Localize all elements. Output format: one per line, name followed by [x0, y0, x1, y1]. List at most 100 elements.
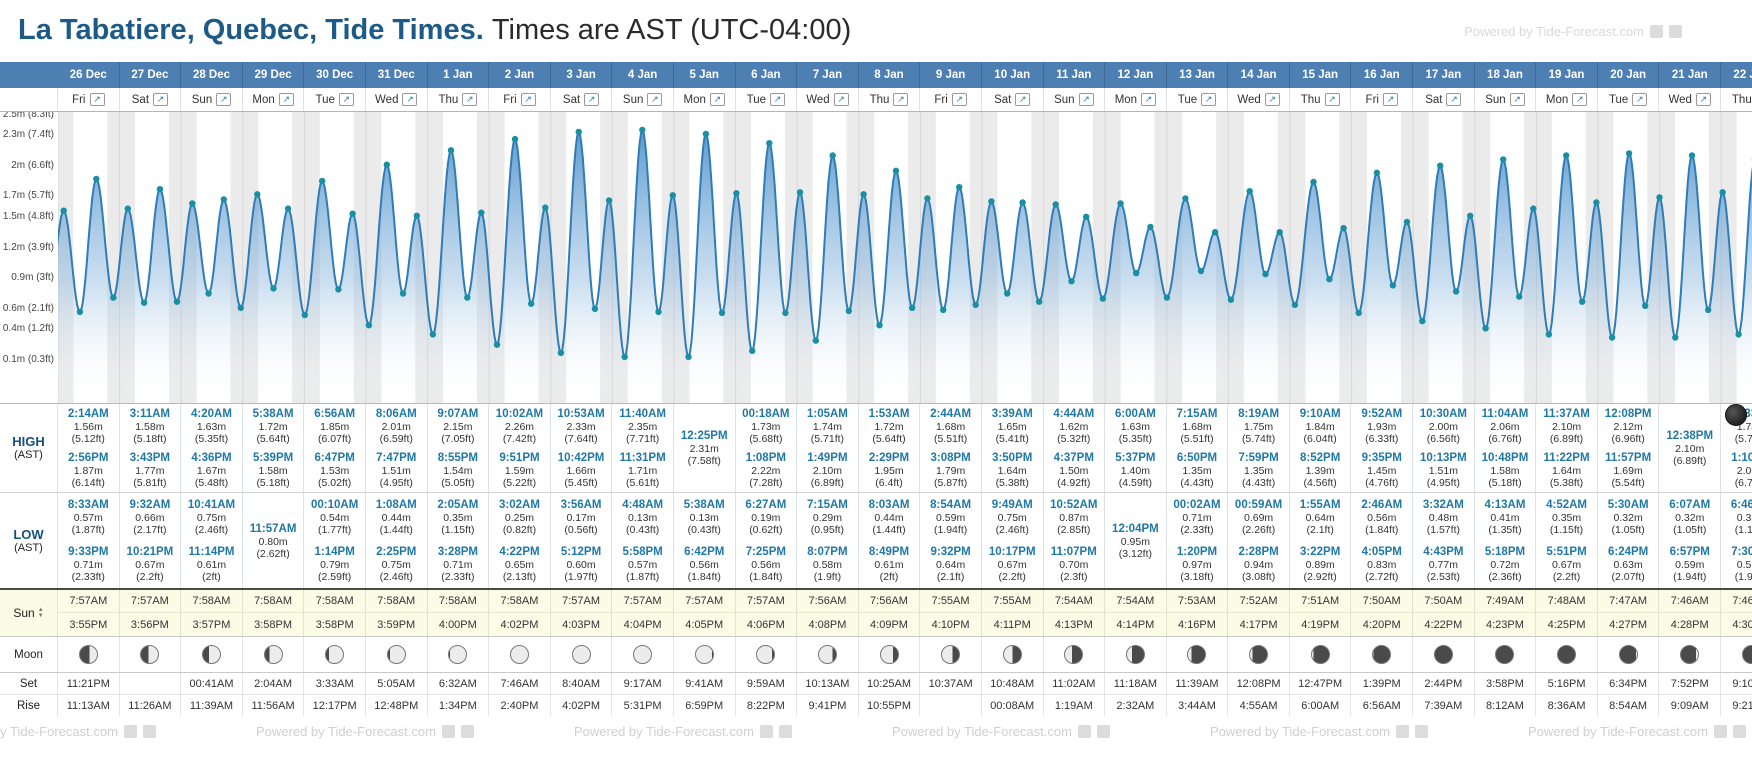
weekday-cell[interactable]: Thu↗ — [1290, 88, 1352, 111]
date-header-cell[interactable]: 11 Jan — [1044, 62, 1106, 88]
date-header-cell[interactable]: 5 Jan — [674, 62, 736, 88]
date-header-cell[interactable]: 29 Dec — [243, 62, 305, 88]
expand-day-icon[interactable]: ↗ — [402, 93, 418, 106]
date-header-cell[interactable]: 21 Jan — [1659, 62, 1722, 88]
expand-day-icon[interactable]: ↗ — [1632, 93, 1648, 106]
weekday-cell[interactable]: Sun ↗ — [1475, 88, 1537, 111]
tide-time: 4:13AM — [1484, 498, 1526, 511]
weekday-cell[interactable]: Sat ↗ — [551, 88, 613, 111]
expand-day-icon[interactable]: ↗ — [770, 93, 786, 106]
date-header-cell[interactable]: 17 Jan — [1413, 62, 1475, 88]
weekday-cell[interactable]: Thu↗ — [428, 88, 490, 111]
date-header-cell[interactable]: 6 Jan — [736, 62, 798, 88]
date-header-cell[interactable]: 4 Jan — [612, 62, 674, 88]
tide-entry: 1:49PM 2.10m (6.89ft) — [797, 448, 858, 492]
date-header-cell[interactable]: 26 Dec — [58, 62, 120, 88]
tide-time: 10:21PM — [126, 546, 174, 559]
date-header-cell[interactable]: 20 Jan — [1598, 62, 1660, 88]
expand-day-icon[interactable]: ↗ — [1015, 93, 1031, 106]
weekday-cell[interactable]: Fri ↗ — [489, 88, 551, 111]
weekday-cell[interactable]: Mon ↗ — [674, 88, 736, 111]
tide-entry: 2:46AM 0.56m (1.84ft) — [1351, 493, 1412, 541]
weekday-cell[interactable]: Wed ↗ — [366, 88, 428, 111]
expand-day-icon[interactable]: ↗ — [1695, 93, 1711, 106]
date-header-cell[interactable]: 7 Jan — [797, 62, 859, 88]
low-tide-cell: 4:52AM 0.35m (1.15ft) 5:51PM 0.67m (2.2ft) — [1536, 493, 1598, 588]
expand-day-icon[interactable]: ↗ — [893, 93, 909, 106]
expand-day-icon[interactable]: ↗ — [951, 93, 967, 106]
weekday-cell[interactable]: Sun ↗ — [181, 88, 243, 111]
date-header-cell[interactable]: 13 Jan — [1167, 62, 1229, 88]
expand-day-icon[interactable]: ↗ — [833, 93, 849, 106]
tide-entry: 6:56AM 1.85m (6.07ft) — [304, 404, 365, 448]
weekday-cell[interactable]: Sun ↗ — [1044, 88, 1106, 111]
weekday-cell[interactable]: Fri ↗ — [1351, 88, 1414, 111]
weekday-cell[interactable]: Tue ↗ — [736, 88, 798, 111]
expand-day-icon[interactable]: ↗ — [1382, 93, 1398, 106]
date-header-cell[interactable]: 2 Jan — [489, 62, 551, 88]
weekday-cell[interactable]: Fri ↗ — [58, 88, 120, 111]
weekday-cell[interactable]: Sat ↗ — [982, 88, 1044, 111]
date-header-cell[interactable]: 22 Jan — [1721, 62, 1752, 88]
date-header-cell[interactable]: 27 Dec — [120, 62, 182, 88]
date-header-cell[interactable]: 30 Dec — [304, 62, 366, 88]
date-header-cell[interactable]: 10 Jan — [982, 62, 1044, 88]
expand-day-icon[interactable]: ↗ — [1078, 93, 1094, 106]
date-header-cell[interactable]: 12 Jan — [1105, 62, 1167, 88]
weekday-cell[interactable]: Tue ↗ — [304, 88, 366, 111]
expand-day-icon[interactable]: ↗ — [1324, 93, 1340, 106]
expand-day-icon[interactable]: ↗ — [1446, 93, 1462, 106]
weekday-cell[interactable]: Fri ↗ — [920, 88, 982, 111]
expand-day-icon[interactable]: ↗ — [709, 93, 725, 106]
date-header-cell[interactable]: 8 Jan — [859, 62, 921, 88]
tide-chart[interactable]: 2.5m (8.3ft) 2.3m (7.4ft) 2m (6.6ft) 1.7m (… — [0, 112, 1752, 404]
weekday-cell[interactable]: Tue ↗ — [1167, 88, 1229, 111]
expand-day-icon[interactable]: ↗ — [153, 93, 169, 106]
expand-day-icon[interactable]: ↗ — [1264, 93, 1280, 106]
weekday-cell[interactable]: Thu↗ — [859, 88, 921, 111]
date-header-cell[interactable]: 31 Dec — [366, 62, 428, 88]
date-header-cell[interactable]: 15 Jan — [1290, 62, 1352, 88]
moon-indicator-icon — [1725, 404, 1748, 426]
expand-day-icon[interactable]: ↗ — [520, 93, 536, 106]
expand-day-icon[interactable]: ↗ — [647, 93, 663, 106]
tide-entry: 3:50PM 1.64m (5.38ft) — [982, 448, 1043, 492]
weekday-cell[interactable]: Wed ↗ — [797, 88, 859, 111]
y-axis-label: 0.6m (2.1ft) — [2, 302, 54, 314]
date-header-cell[interactable]: 9 Jan — [920, 62, 982, 88]
date-header-cell[interactable]: 3 Jan — [551, 62, 613, 88]
tide-entry: 11:07PM 0.70m (2.3ft) — [1044, 541, 1105, 589]
weekday-cell[interactable]: Sat ↗ — [1413, 88, 1475, 111]
expand-day-icon[interactable]: ↗ — [278, 93, 294, 106]
expand-day-icon[interactable]: ↗ — [584, 93, 600, 106]
weekday-cell[interactable]: Mon ↗ — [1105, 88, 1167, 111]
expand-day-icon[interactable]: ↗ — [1141, 93, 1157, 106]
weekday-cell[interactable]: Wed ↗ — [1659, 88, 1722, 111]
date-header-cell[interactable]: 16 Jan — [1351, 62, 1414, 88]
weekday-cell[interactable]: Mon ↗ — [1536, 88, 1598, 111]
weekday-cell[interactable]: Thu↗ — [1721, 88, 1752, 111]
weekday-cell[interactable]: Mon ↗ — [243, 88, 305, 111]
expand-day-icon[interactable]: ↗ — [89, 93, 105, 106]
weekday-cell[interactable]: Wed ↗ — [1228, 88, 1290, 111]
expand-day-icon[interactable]: ↗ — [1572, 93, 1588, 106]
tide-height-m: 2.10m — [1551, 421, 1582, 433]
tide-height-ft: (0.95ft) — [810, 523, 845, 536]
expand-day-icon[interactable]: ↗ — [462, 93, 478, 106]
expand-day-icon[interactable]: ↗ — [216, 93, 232, 106]
date-header-cell[interactable]: 14 Jan — [1228, 62, 1290, 88]
tide-entry: 4:22PM 0.65m (2.13ft) — [489, 541, 550, 589]
tide-time: 9:10AM — [1299, 408, 1341, 420]
weekday-cell[interactable]: Sun ↗ — [612, 88, 674, 111]
expand-day-icon[interactable]: ↗ — [338, 93, 354, 106]
date-header-cell[interactable]: 1 Jan — [428, 62, 490, 88]
expand-day-icon[interactable]: ↗ — [1201, 93, 1217, 106]
weekday-cell[interactable]: Sat ↗ — [120, 88, 182, 111]
date-header-cell[interactable]: 18 Jan — [1475, 62, 1537, 88]
tide-time: 8:19AM — [1238, 408, 1280, 420]
expand-day-icon[interactable]: ↗ — [1509, 93, 1525, 106]
date-header-cell[interactable]: 19 Jan — [1536, 62, 1598, 88]
date-header-cell[interactable]: 28 Dec — [181, 62, 243, 88]
weekday-cell[interactable]: Tue ↗ — [1598, 88, 1660, 111]
tide-height-ft: (1.15ft) — [1549, 523, 1584, 536]
